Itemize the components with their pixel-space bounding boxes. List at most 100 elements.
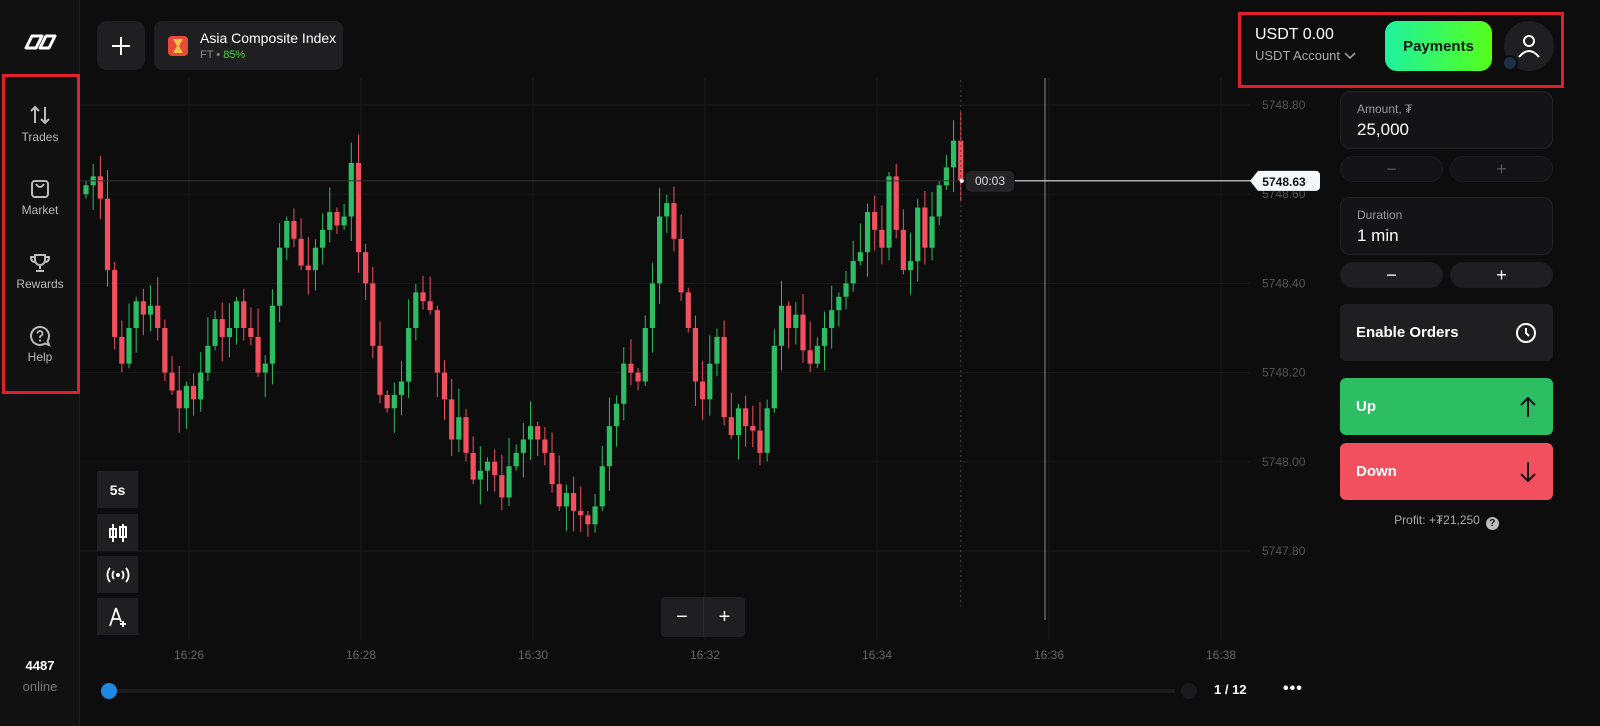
candle-body	[900, 229, 906, 271]
amount-value[interactable]: 25,000	[1357, 120, 1409, 139]
candle	[391, 382, 397, 433]
candle-body	[886, 176, 892, 248]
asset-type: FT	[200, 49, 214, 61]
candle	[248, 307, 254, 346]
candle-body	[370, 283, 376, 346]
highlight-box-sidebar	[2, 74, 80, 394]
candle	[269, 289, 276, 385]
up-button[interactable]: Up	[1340, 378, 1553, 435]
candle-body	[943, 167, 949, 186]
zoom-out-button[interactable]: −	[661, 597, 703, 637]
candle-body	[606, 426, 613, 467]
candle	[592, 493, 598, 533]
candle-body	[850, 261, 856, 284]
asset-payout: 85%	[223, 49, 246, 61]
asset-flag-icon	[168, 36, 188, 56]
candle-body	[312, 247, 319, 271]
candle-body	[872, 212, 878, 230]
duration-field[interactable]: Duration 1 min	[1340, 197, 1553, 255]
candle	[707, 335, 713, 416]
candle-body	[441, 372, 448, 400]
candle-body	[420, 292, 426, 302]
user-icon	[1518, 35, 1540, 58]
add-asset-button[interactable]	[97, 21, 145, 70]
candle-body	[578, 510, 584, 516]
chart-type-button[interactable]	[97, 514, 138, 551]
candle-body	[714, 336, 720, 364]
candle-body	[320, 229, 326, 248]
candle	[284, 216, 290, 261]
candle-body	[449, 399, 455, 440]
candle	[886, 171, 892, 261]
indicators-button[interactable]	[97, 556, 138, 593]
payments-button[interactable]: Payments	[1385, 21, 1492, 71]
candle	[786, 301, 792, 349]
help-icon[interactable]: ?	[1485, 517, 1499, 530]
candle	[312, 239, 319, 291]
account-selector[interactable]: USDT Account	[1255, 48, 1356, 63]
zoom-in-button[interactable]: +	[703, 597, 745, 637]
profit-info: Profit: +₮21,250?	[1340, 513, 1553, 530]
candle-body	[563, 493, 569, 507]
duration-value[interactable]: 1 min	[1357, 226, 1399, 245]
timeframe-button[interactable]: 5s	[97, 471, 138, 508]
candle	[628, 339, 634, 386]
sidebar-item-rewards[interactable]: Rewards	[0, 252, 80, 291]
candle	[535, 421, 541, 457]
sidebar-item-label: Rewards	[16, 277, 64, 291]
candle	[377, 321, 383, 404]
sidebar-item-trades[interactable]: Trades	[0, 103, 80, 144]
candle	[513, 444, 519, 471]
candle	[685, 287, 691, 333]
candle-body	[735, 408, 742, 436]
candle-body	[133, 301, 139, 328]
amount-decrease-button[interactable]: −	[1340, 156, 1443, 182]
candle-body	[513, 452, 519, 467]
duration-decrease-button[interactable]: −	[1340, 262, 1443, 288]
sidebar-item-help[interactable]: Help	[0, 325, 80, 364]
separator: •	[213, 49, 224, 61]
asset-info: FT • 85%	[200, 49, 245, 61]
sidebar-item-market[interactable]: Market	[0, 178, 80, 217]
candle	[872, 195, 878, 251]
candle	[484, 457, 491, 492]
drawing-tools-button[interactable]	[97, 598, 138, 635]
enable-orders-button[interactable]: Enable Orders	[1340, 304, 1553, 361]
candle	[198, 352, 204, 412]
candle	[305, 237, 311, 295]
candle-body	[786, 305, 792, 328]
candle	[714, 328, 720, 377]
candle-body	[821, 328, 828, 346]
candle	[721, 320, 727, 426]
more-button[interactable]: •••	[1283, 680, 1303, 697]
amount-field[interactable]: Amount, ₮ 25,000	[1340, 91, 1553, 149]
online-label: online	[22, 679, 58, 694]
candle	[162, 319, 168, 382]
candle	[657, 187, 663, 304]
current-price-text: 5748.63	[1262, 175, 1306, 189]
down-button[interactable]: Down	[1340, 443, 1553, 500]
candle-body	[750, 426, 756, 431]
candle	[348, 142, 354, 242]
amount-label: Amount, ₮	[1357, 102, 1413, 116]
candle	[728, 392, 734, 440]
asset-selector[interactable]: Asia Composite Index FT • 85%	[154, 21, 343, 70]
sidebar-item-label: Trades	[21, 130, 59, 144]
amount-increase-button[interactable]: +	[1450, 156, 1553, 182]
candle	[477, 446, 483, 505]
candle	[119, 320, 125, 373]
candle-body	[198, 372, 204, 400]
candle	[112, 261, 118, 350]
logo-icon	[24, 34, 57, 50]
duration-increase-button[interactable]: +	[1450, 262, 1553, 288]
candle	[671, 186, 677, 252]
candle-body	[599, 466, 605, 507]
candle-body	[298, 238, 304, 266]
candle	[434, 305, 440, 398]
candle	[642, 315, 648, 386]
candle	[83, 180, 89, 199]
candle-body	[255, 336, 261, 373]
online-counter: 4487 online	[0, 658, 80, 694]
status-badge	[1502, 55, 1518, 71]
